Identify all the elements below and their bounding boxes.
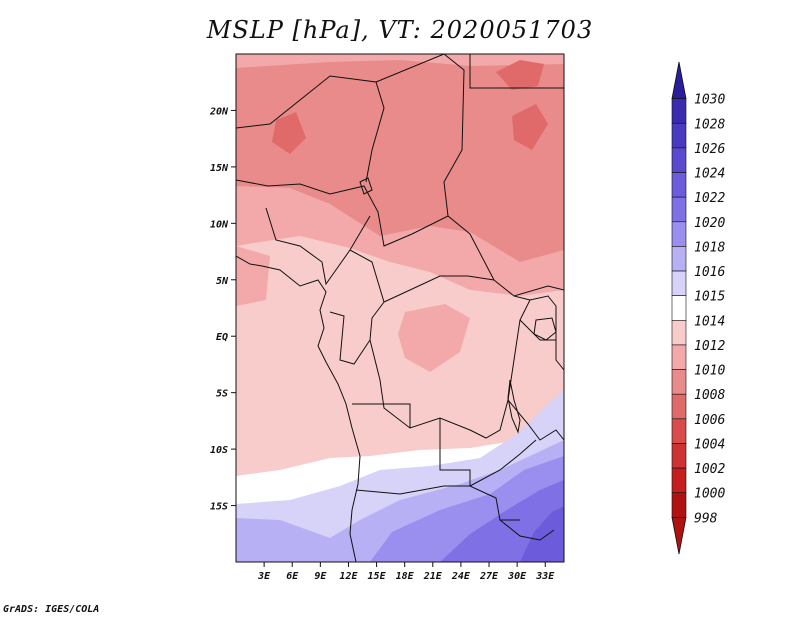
lon-axis: 3E 6E 9E 12E 15E 18E 21E 24E 27E 30E 33E (257, 562, 555, 582)
lat-tick-label: 5N (216, 276, 229, 287)
colorbar-label: 1014 (694, 314, 725, 329)
lon-tick-label: 18E (396, 571, 415, 582)
lon-tick-label: 30E (507, 571, 527, 582)
chart-title: MSLP [hPa], VT: 2020051703 (206, 16, 594, 44)
lat-axis: 20N 15N 10N 5N EQ 5S 10S 15S (209, 106, 236, 513)
colorbar-label: 1008 (694, 388, 725, 403)
lat-tick-label: 15S (210, 502, 228, 513)
border-libya-sudan (469, 54, 564, 89)
pressure-field (236, 54, 564, 562)
lake-tanganyika (507, 379, 521, 434)
colorbar-label: 1022 (694, 191, 725, 206)
border-niger-chad (375, 54, 465, 217)
colorbar-label: 1006 (694, 413, 725, 428)
colorbar-label: 1010 (694, 364, 725, 379)
lat-tick-label: EQ (216, 332, 228, 343)
colorbar-label: 1015 (694, 290, 725, 305)
lake-victoria (533, 317, 557, 341)
field-1010-west-coast (236, 246, 270, 306)
border-gabon-congo (329, 301, 385, 365)
colorbar-swatch (671, 147, 687, 173)
lat-tick-label: 10N (210, 219, 229, 230)
colorbar-swatch (671, 270, 687, 296)
border-east-africa (507, 295, 564, 441)
field-1022-south (520, 506, 564, 562)
colorbar-swatch (671, 492, 687, 518)
colorbar-label: 1024 (694, 167, 725, 182)
border-sahel (236, 179, 564, 297)
lat-tick-label: 5S (216, 389, 228, 400)
plot-frame (235, 53, 565, 563)
lat-tick-label: 15N (210, 163, 229, 174)
field-1006-cell-b (512, 104, 548, 150)
coastline-west (236, 255, 361, 562)
lon-tick-label: 33E (535, 571, 555, 582)
colorbar: 1030 1028 1026 1024 1022 1020 1018 1016 1015 1014… (671, 61, 725, 555)
grads-credit: GrADS: IGES/COLA (3, 604, 100, 615)
colorbar-label: 1030 (694, 93, 725, 108)
lon-tick-label: 27E (479, 571, 499, 582)
field-1006-cell-c (496, 60, 544, 90)
colorbar-label: 1028 (694, 117, 725, 132)
colorbar-swatch (671, 393, 687, 420)
colorbar-swatch (671, 369, 687, 395)
lon-tick-label: 9E (314, 571, 327, 582)
colorbar-label: 1000 (694, 487, 725, 502)
colorbar-swatch (671, 98, 687, 124)
colorbar-swatch (671, 467, 687, 494)
lat-tick-label: 20N (209, 106, 229, 117)
colorbar-label: 1012 (694, 339, 725, 354)
colorbar-label: 1002 (694, 462, 725, 477)
lon-tick-label: 6E (286, 571, 299, 582)
border-zambia-zim (469, 439, 555, 541)
border-drc (369, 299, 531, 439)
colorbar-swatch (671, 122, 687, 149)
colorbar-label: 998 (694, 511, 718, 526)
lon-tick-label: 24E (451, 571, 471, 582)
lon-tick-label: 12E (339, 571, 358, 582)
lake-chad (359, 177, 373, 195)
colorbar-swatch (671, 418, 687, 444)
lon-tick-label: 15E (368, 571, 387, 582)
colorbar-swatch (671, 320, 687, 346)
colorbar-label: 1004 (694, 437, 725, 452)
colorbar-label: 1018 (694, 240, 725, 255)
country-borders (236, 54, 564, 562)
lon-tick-label: 3E (257, 571, 271, 582)
colorbar-swatch (671, 172, 687, 198)
colorbar-label: 1020 (694, 216, 725, 231)
colorbar-swatch (671, 196, 687, 223)
lon-tick-label: 21E (423, 571, 443, 582)
field-1006-cell-a (272, 112, 306, 154)
field-1008-sahara (236, 60, 564, 262)
border-cameroon-car (349, 249, 495, 303)
colorbar-top-arrow (671, 61, 687, 100)
colorbar-swatch (671, 443, 687, 469)
colorbar-swatch (671, 246, 687, 272)
colorbar-swatch (671, 221, 687, 247)
field-1010-congo (398, 304, 470, 372)
colorbar-bottom-arrow (671, 516, 687, 555)
colorbar-swatch (671, 295, 687, 321)
colorbar-swatch (671, 344, 687, 370)
lat-tick-label: 10S (210, 445, 228, 456)
border-angola (352, 403, 471, 486)
colorbar-label: 1026 (694, 142, 725, 157)
colorbar-label: 1016 (694, 265, 725, 280)
